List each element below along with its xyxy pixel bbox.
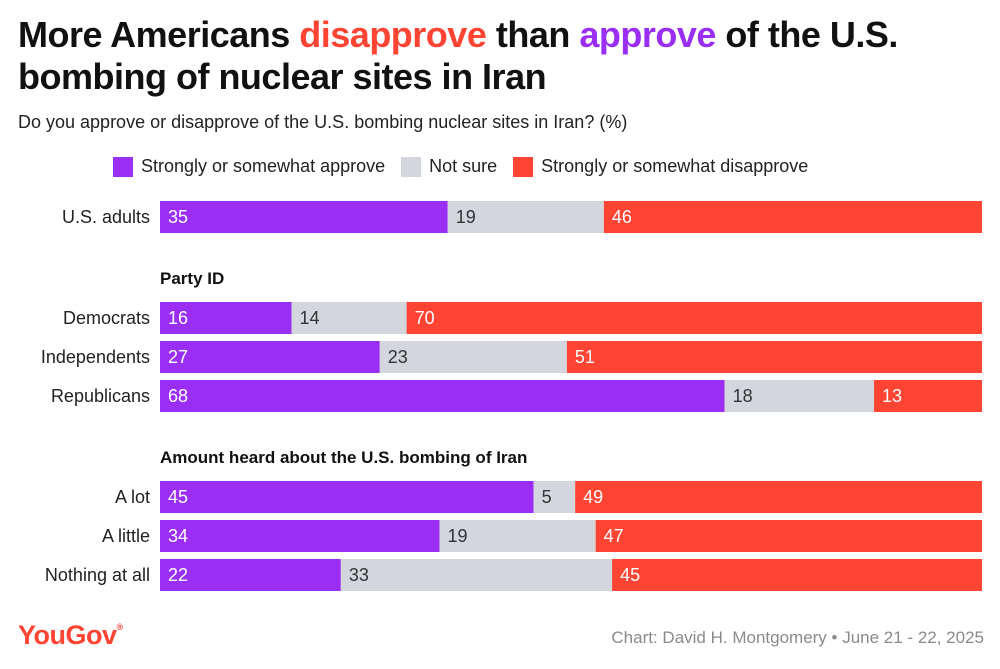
bar-republicans-disapprove bbox=[874, 380, 982, 412]
data-label-a-lot-disapprove: 49 bbox=[583, 487, 603, 507]
yougov-logo: YouGov® bbox=[18, 620, 123, 650]
title-part-3: of the U.S. bombing of nuclear sites in … bbox=[18, 14, 898, 97]
data-label-nothing-at-all-disapprove: 45 bbox=[620, 565, 640, 585]
data-label-democrats-disapprove: 70 bbox=[415, 308, 435, 328]
bar-a-little-not-sure bbox=[439, 520, 596, 552]
data-label-democrats-approve: 16 bbox=[168, 308, 188, 328]
logo-text: YouGov bbox=[18, 620, 117, 650]
data-label-a-little-disapprove: 47 bbox=[604, 526, 624, 546]
chart-subtitle: Do you approve or disapprove of the U.S.… bbox=[18, 112, 628, 132]
row-label-nothing-at-all: Nothing at all bbox=[45, 565, 150, 585]
row-label-u-s-adults: U.S. adults bbox=[62, 207, 150, 227]
bar-a-little-approve bbox=[160, 520, 440, 552]
bar-a-lot-approve bbox=[160, 481, 534, 513]
data-label-independents-approve: 27 bbox=[168, 347, 188, 367]
bar-u-s-adults-approve bbox=[160, 201, 448, 233]
legend: Strongly or somewhat approve Not sure St… bbox=[113, 156, 824, 177]
legend-label-not-sure: Not sure bbox=[429, 156, 498, 176]
bar-a-little-disapprove bbox=[595, 520, 982, 552]
legend-item-disapprove: Strongly or somewhat disapprove bbox=[513, 156, 808, 177]
data-label-independents-disapprove: 51 bbox=[575, 347, 595, 367]
bar-republicans-not-sure bbox=[724, 380, 875, 412]
row-label-independents: Independents bbox=[41, 347, 150, 367]
bar-independents-disapprove bbox=[566, 341, 982, 373]
legend-swatch-approve bbox=[113, 156, 133, 177]
chart-credit: Chart: David H. Montgomery • June 21 - 2… bbox=[611, 628, 984, 647]
title-part-2: than bbox=[486, 14, 580, 55]
data-label-a-lot-approve: 45 bbox=[168, 487, 188, 507]
data-label-a-lot-not-sure: 5 bbox=[542, 487, 552, 507]
bar-democrats-not-sure bbox=[291, 302, 407, 334]
title-highlight-disapprove: disapprove bbox=[299, 14, 487, 55]
bar-nothing-at-all-not-sure bbox=[340, 559, 613, 591]
group-heading-party-id: Party ID bbox=[160, 269, 224, 288]
bar-a-lot-not-sure bbox=[533, 481, 576, 513]
legend-label-approve: Strongly or somewhat approve bbox=[141, 156, 386, 176]
data-label-u-s-adults-disapprove: 46 bbox=[612, 207, 632, 227]
row-label-a-lot: A lot bbox=[115, 487, 150, 507]
data-label-republicans-approve: 68 bbox=[168, 386, 188, 406]
data-label-nothing-at-all-approve: 22 bbox=[168, 565, 188, 585]
legend-label-disapprove: Strongly or somewhat disapprove bbox=[541, 156, 809, 176]
legend-swatch-not-sure bbox=[401, 156, 422, 177]
row-label-democrats: Democrats bbox=[63, 308, 150, 328]
bar-a-lot-disapprove bbox=[575, 481, 982, 513]
legend-item-not-sure: Not sure bbox=[401, 156, 497, 177]
data-label-a-little-not-sure: 19 bbox=[447, 526, 467, 546]
data-label-democrats-not-sure: 14 bbox=[300, 308, 320, 328]
row-label-republicans: Republicans bbox=[51, 386, 150, 406]
bar-u-s-adults-not-sure bbox=[447, 201, 604, 233]
stacked-bar-chart: U.S. adults 35 19 46 Party ID Democrats 16 14 70… bbox=[41, 201, 983, 591]
bar-democrats-approve bbox=[160, 302, 292, 334]
data-label-a-little-approve: 34 bbox=[168, 526, 188, 546]
bar-nothing-at-all-approve bbox=[160, 559, 341, 591]
data-label-u-s-adults-approve: 35 bbox=[168, 207, 188, 227]
bar-nothing-at-all-disapprove bbox=[612, 559, 982, 591]
group-heading-amount-heard-about-the-u-s-bombing-of-iran: Amount heard about the U.S. bombing of I… bbox=[160, 448, 527, 467]
data-label-republicans-disapprove: 13 bbox=[882, 386, 902, 406]
data-label-independents-not-sure: 23 bbox=[388, 347, 408, 367]
title-highlight-approve: approve bbox=[579, 14, 716, 55]
legend-item-approve: Strongly or somewhat approve bbox=[113, 156, 385, 177]
data-label-republicans-not-sure: 18 bbox=[733, 386, 753, 406]
row-label-a-little: A little bbox=[102, 526, 150, 546]
title-part-1: More Americans bbox=[18, 14, 300, 55]
bar-republicans-approve bbox=[160, 380, 725, 412]
legend-swatch-disapprove bbox=[513, 156, 534, 177]
bar-u-s-adults-disapprove bbox=[603, 201, 982, 233]
data-label-u-s-adults-not-sure: 19 bbox=[456, 207, 476, 227]
chart-title: More Americans disapprove than approve o… bbox=[18, 14, 978, 98]
data-label-nothing-at-all-not-sure: 33 bbox=[349, 565, 369, 585]
bar-independents-approve bbox=[160, 341, 380, 373]
bar-independents-not-sure bbox=[379, 341, 567, 373]
bar-democrats-disapprove bbox=[406, 302, 983, 334]
